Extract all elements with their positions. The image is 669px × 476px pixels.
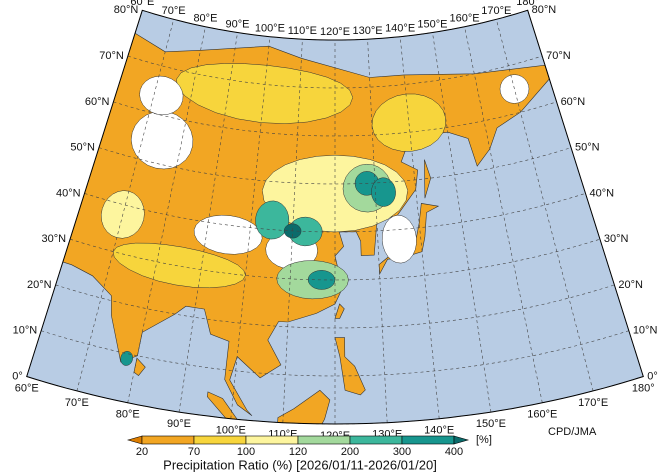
lon-label: 110°E [288,25,317,37]
credit: CPD/JMA [548,426,597,438]
lat-label: 0° [647,370,658,382]
lon-label: 160°E [450,13,480,25]
colorbar-label: 100 [237,446,255,458]
lon-label: 140°E [424,425,454,437]
parallel [98,147,572,185]
colorbar-label: 400 [445,446,463,458]
lat-label: 80°N [532,4,557,16]
colorbar: 20 70 100 120 200 300 400 [126,435,470,458]
colorbar-label: 20 [136,446,148,458]
island [277,389,331,425]
lat-label: 50°N [70,142,95,154]
colorbar-swatch [245,435,299,445]
lon-label: 180° [516,0,539,8]
lon-label: 170°E [481,5,511,17]
lat-label: 50°N [575,142,600,154]
island [334,337,366,396]
lon-label: 60°E [15,382,39,394]
lon-label: 90°E [226,18,250,30]
meridian [230,36,271,419]
lon-label: 170°E [578,397,608,409]
lat-label: 60°N [85,96,110,108]
lat-label: 60°N [561,96,586,108]
parallel [84,193,586,233]
meridian [432,32,492,413]
lon-label: 160°E [527,409,557,421]
lon-label: 80°E [193,13,217,25]
ratio-area [381,214,417,264]
lon-label: 60°E [130,0,154,8]
meridian [399,36,440,419]
map-area [26,9,644,425]
colorbar-swatch [297,435,351,445]
ratio-area [130,110,194,170]
lat-label: 30°N [42,233,67,245]
island [424,159,432,199]
lat-label: 20°N [27,279,52,291]
island [334,303,345,319]
colorbar-label: 120 [289,446,307,458]
lon-label: 120°E [320,26,350,38]
ratio-area [139,75,184,116]
lon-label: 100°E [216,425,246,437]
colorbar-swatch [141,435,195,445]
ratio-area [371,177,396,207]
parallel [127,55,543,89]
lon-label: 70°E [162,5,186,17]
meridian [464,26,543,403]
colorbar-arrow [453,435,470,445]
colorbar-swatch [401,435,455,445]
lon-label: 130°E [353,25,383,37]
colorbar-arrow [126,435,143,445]
colorbar-swatch [349,435,403,445]
lon-label: 150°E [476,418,506,430]
lon-label: 180° [632,382,655,394]
lat-label: 70°N [546,50,571,62]
lat-label: 40°N [589,187,614,199]
colorbar-unit: [%] [476,434,492,446]
lat-label: 70°N [99,50,124,62]
lat-label: 30°N [604,233,629,245]
lon-label: 100°E [255,23,285,35]
meridian [496,19,594,392]
lat-label: 40°N [56,187,81,199]
colorbar-label: 70 [188,446,200,458]
lat-label: 10°N [13,325,38,337]
lon-label: 80°E [116,409,140,421]
colorbar-label: 200 [341,446,359,458]
colorbar-title: Precipitation Ratio (%) [2026/01/11-2026… [163,457,437,472]
land-layer [53,10,550,425]
meridian [127,26,206,403]
colorbar-label: 300 [393,446,411,458]
lat-label: 80°N [114,4,139,16]
lat-label: 0° [12,370,23,382]
ratio-area [371,93,446,152]
parallel [55,284,615,329]
lon-label: 150°E [417,18,447,30]
lat-label: 20°N [618,279,643,291]
ratio-area [255,200,290,240]
lon-label: 90°E [167,418,191,430]
lat-label: 10°N [633,325,658,337]
lon-label: 70°E [65,397,89,409]
ratio-area [120,351,133,366]
colorbar-swatch [193,435,247,445]
ratio-area [176,63,354,124]
lon-label: 140°E [385,23,415,35]
map-frame [26,9,644,425]
ratio-area [193,214,263,255]
